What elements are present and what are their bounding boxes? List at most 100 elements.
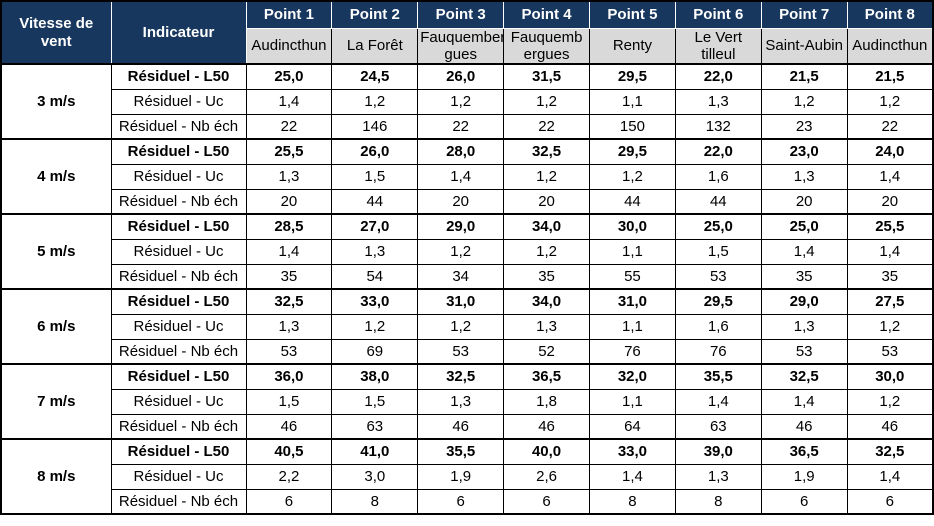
data-row: 8 m/s Résiduel - L50 40,5 41,0 35,5 40,0 33,0 3…: [0, 438, 934, 515]
value-cell-point-6: 39,0: [674, 438, 762, 465]
value-cell-point-4: 32,5: [503, 138, 590, 165]
indicator-cell: Résiduel - L50: [110, 63, 247, 90]
data-row: Résiduel - Uc 1,4 1,3 1,2 1,2 1,1 1,5 1,4 1,4: [1, 238, 934, 265]
point-header-2: Point 2: [331, 0, 419, 29]
point-header-7: Point 7: [760, 0, 848, 29]
value-cell-point-6: 1,6: [674, 313, 762, 340]
data-row: Résiduel - Nb éch 35 54 34 35 55 53 35 35: [1, 263, 934, 290]
location-header-8: Audincthun: [846, 27, 934, 65]
value-cell-point-4: 2,6: [503, 463, 590, 490]
value-cell-point-3: 32,5: [417, 363, 505, 390]
value-cell-point-7: 53: [760, 338, 848, 365]
value-cell-point-5: 76: [589, 338, 676, 365]
value-cell-point-5: 1,1: [589, 313, 676, 340]
table-header: Vitesse de vent Indicateur Point 1 Point …: [0, 0, 934, 65]
point-header-4: Point 4: [503, 0, 590, 29]
data-row: Résiduel - Nb éch 20 44 20 20 44 44 20 20: [1, 188, 934, 215]
value-cell-point-3: 46: [417, 413, 505, 440]
value-cell-point-5: 8: [589, 488, 676, 515]
data-row: 4 m/s Résiduel - L50 25,5 26,0 28,0 32,5 29,5 2…: [0, 138, 934, 215]
value-cell-point-1: 22: [245, 113, 333, 140]
value-cell-point-1: 20: [245, 188, 333, 215]
location-header-7: Saint-Aubin: [760, 27, 848, 65]
value-cell-point-5: 150: [589, 113, 676, 140]
value-cell-point-7: 35: [760, 263, 848, 290]
value-cell-point-7: 32,5: [760, 363, 848, 390]
locations-header-row: Audincthun La Forêt Fauquember gues Fauquem…: [1, 27, 934, 65]
value-cell-point-6: 1,5: [674, 238, 762, 265]
value-cell-point-4: 35: [503, 263, 590, 290]
value-cell-point-4: 1,3: [503, 313, 590, 340]
value-cell-point-2: 63: [331, 413, 419, 440]
value-cell-point-5: 1,1: [589, 388, 676, 415]
value-cell-point-5: 55: [589, 263, 676, 290]
value-cell-point-8: 25,5: [846, 213, 934, 240]
value-cell-point-5: 44: [589, 188, 676, 215]
value-cell-point-2: 3,0: [331, 463, 419, 490]
value-cell-point-4: 1,2: [503, 88, 590, 115]
wind-speed-cell: 8 m/s: [0, 438, 112, 515]
data-row: Résiduel - Uc 1,4 1,2 1,2 1,2 1,1 1,3 1,2 1,2: [1, 88, 934, 115]
value-cell-point-4: 36,5: [503, 363, 590, 390]
indicator-cell: Résiduel - Nb éch: [110, 338, 247, 365]
point-header-1: Point 1: [245, 0, 333, 29]
indicator-cell: Résiduel - Uc: [110, 388, 247, 415]
value-cell-point-4: 31,5: [503, 63, 590, 90]
value-cell-point-1: 1,3: [245, 313, 333, 340]
value-cell-point-1: 53: [245, 338, 333, 365]
indicator-cell: Résiduel - Uc: [110, 313, 247, 340]
data-row: Résiduel - Nb éch 22 146 22 22 150 132 23 22: [1, 113, 934, 140]
value-cell-point-3: 1,3: [417, 388, 505, 415]
value-cell-point-1: 35: [245, 263, 333, 290]
value-cell-point-8: 1,2: [846, 313, 934, 340]
data-row: Résiduel - Nb éch 6 8 6 6 8 8 6 6: [1, 488, 934, 515]
value-cell-point-6: 29,5: [674, 288, 762, 315]
data-row: 5 m/s Résiduel - L50 28,5 27,0 29,0 34,0 30,0 2…: [0, 213, 934, 290]
value-cell-point-6: 1,3: [674, 463, 762, 490]
value-cell-point-1: 28,5: [245, 213, 333, 240]
value-cell-point-8: 53: [846, 338, 934, 365]
value-cell-point-1: 46: [245, 413, 333, 440]
value-cell-point-6: 132: [674, 113, 762, 140]
value-cell-point-3: 28,0: [417, 138, 505, 165]
value-cell-point-2: 146: [331, 113, 419, 140]
indicator-cell: Résiduel - Uc: [110, 238, 247, 265]
indicator-cell: Résiduel - Nb éch: [110, 188, 247, 215]
value-cell-point-7: 25,0: [760, 213, 848, 240]
value-cell-point-3: 20: [417, 188, 505, 215]
col-header-wind-speed: Vitesse de vent: [0, 0, 112, 65]
value-cell-point-6: 8: [674, 488, 762, 515]
value-cell-point-2: 54: [331, 263, 419, 290]
value-cell-point-5: 1,1: [589, 88, 676, 115]
indicator-cell: Résiduel - Nb éch: [110, 113, 247, 140]
value-cell-point-4: 6: [503, 488, 590, 515]
value-cell-point-8: 46: [846, 413, 934, 440]
value-cell-point-1: 6: [245, 488, 333, 515]
value-cell-point-1: 25,0: [245, 63, 333, 90]
indicator-cell: Résiduel - L50: [110, 138, 247, 165]
point-header-3: Point 3: [417, 0, 505, 29]
indicator-cell: Résiduel - Uc: [110, 88, 247, 115]
data-row: Résiduel - Nb éch 46 63 46 46 64 63 46 46: [1, 413, 934, 440]
wind-speed-cell: 7 m/s: [0, 363, 112, 440]
value-cell-point-3: 22: [417, 113, 505, 140]
value-cell-point-6: 44: [674, 188, 762, 215]
value-cell-point-2: 1,2: [331, 313, 419, 340]
value-cell-point-7: 1,4: [760, 388, 848, 415]
value-cell-point-8: 35: [846, 263, 934, 290]
data-row: Résiduel - Uc 1,3 1,2 1,2 1,3 1,1 1,6 1,3 1,2: [1, 313, 934, 340]
value-cell-point-4: 46: [503, 413, 590, 440]
value-cell-point-2: 41,0: [331, 438, 419, 465]
value-cell-point-7: 1,2: [760, 88, 848, 115]
value-cell-point-1: 1,4: [245, 238, 333, 265]
value-cell-point-2: 44: [331, 188, 419, 215]
value-cell-point-5: 1,2: [589, 163, 676, 190]
value-cell-point-6: 1,4: [674, 388, 762, 415]
value-cell-point-8: 1,2: [846, 388, 934, 415]
value-cell-point-6: 1,3: [674, 88, 762, 115]
value-cell-point-8: 22: [846, 113, 934, 140]
value-cell-point-8: 30,0: [846, 363, 934, 390]
wind-residual-table: Vitesse de vent Indicateur Point 1 Point …: [0, 0, 934, 515]
indicator-cell: Résiduel - Nb éch: [110, 263, 247, 290]
